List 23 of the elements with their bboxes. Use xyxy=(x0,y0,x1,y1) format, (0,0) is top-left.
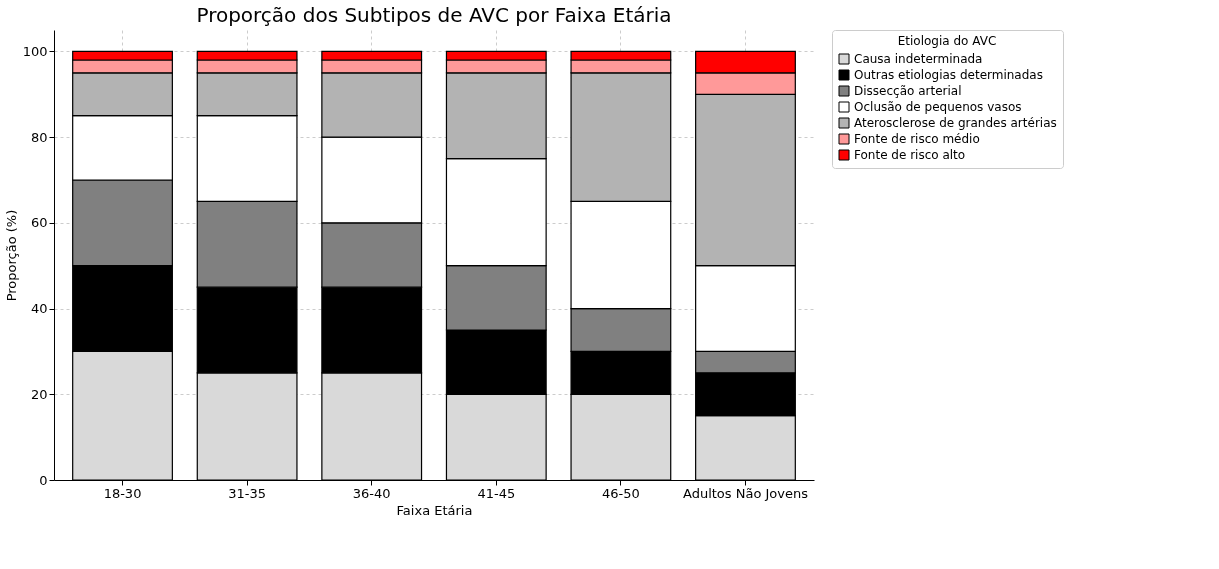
legend-label: Dissecção arterial xyxy=(854,84,962,98)
x-axis-title: Faixa Etária xyxy=(396,502,473,518)
legend-label: Causa indeterminada xyxy=(854,52,983,66)
y-tick-label: 40 xyxy=(30,301,48,317)
x-tick-label: 41-45 xyxy=(477,485,516,501)
y-tick-label: 20 xyxy=(30,386,48,402)
y-tick-label: 80 xyxy=(30,129,48,145)
y-axis-title: Proporção (%) xyxy=(3,209,19,302)
x-tick-label: Adultos Não Jovens xyxy=(682,485,809,501)
x-tick-label: 31-35 xyxy=(228,485,267,501)
y-tick-label: 0 xyxy=(39,472,48,488)
chart-title: Proporção dos Subtipos de AVC por Faixa Etária xyxy=(196,2,672,27)
y-tick-label: 100 xyxy=(22,43,48,59)
x-tick-label: 36-40 xyxy=(352,485,391,501)
legend-label: Fonte de risco alto xyxy=(854,148,966,162)
legend-label: Fonte de risco médio xyxy=(854,132,980,146)
legend-label: Oclusão de pequenos vasos xyxy=(854,100,1022,114)
legend-title: Etiologia do AVC xyxy=(897,34,997,48)
x-tick-label: 18-30 xyxy=(103,485,142,501)
legend-label: Aterosclerose de grandes artérias xyxy=(854,116,1057,130)
x-tick-label: 46-50 xyxy=(601,485,640,501)
y-tick-label: 60 xyxy=(30,215,48,231)
legend-label: Outras etiologias determinadas xyxy=(854,68,1043,82)
